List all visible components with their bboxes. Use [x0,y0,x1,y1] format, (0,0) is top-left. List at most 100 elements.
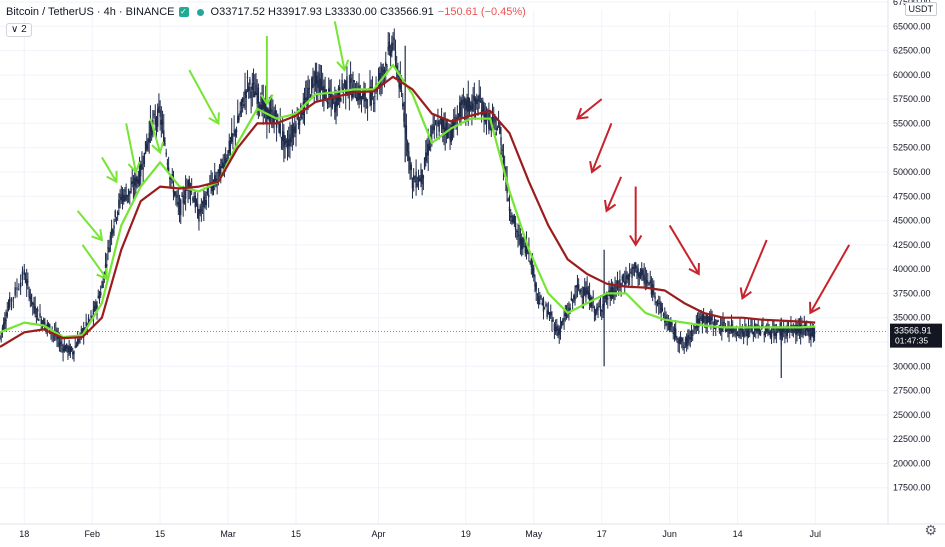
candle-body [281,131,284,141]
red-arrow-shaft [605,176,623,212]
time-tick-label: Mar [220,529,236,539]
candle-body [63,345,65,352]
ema-slow-line [0,75,816,348]
candle-body [260,104,262,112]
candle-body [207,194,210,198]
candle-body [184,187,187,199]
candle-body [659,300,661,303]
candle-body [536,293,539,295]
symbol-title[interactable]: Bitcoin / TetherUS · 4h · BINANCE [6,6,175,18]
candle-body [279,123,281,135]
candle-body [673,327,676,335]
annotation-arrows [76,21,851,315]
candle-body [525,243,528,255]
candle-body [0,332,2,334]
price-axis[interactable]: 67500.0065000.0062500.0060000.0057500.00… [887,0,945,542]
candle-body [512,215,514,223]
candle-body [647,281,649,283]
candle-body [33,303,35,309]
candle-body [66,343,68,349]
price-axis-bg [888,0,945,542]
candle-body [228,140,230,153]
price-change: −150.61 (−0.45%) [437,6,526,18]
candle-body [234,130,237,136]
candle-body [503,166,506,171]
candle-body [81,328,84,334]
candle-body [446,128,449,139]
candle-body [427,143,429,156]
flag-icon[interactable]: ✓ [178,7,189,17]
candle-body [466,101,468,109]
currency-button[interactable]: USDT [904,2,937,16]
indicators-toggle[interactable]: ∨ 2 [6,23,32,37]
time-axis[interactable]: 18 Feb 15 Mar 15 Apr 19 May 17 Jun 14 Jul [0,523,945,539]
candle-body [235,129,238,133]
candle-body [575,285,577,288]
candle-body [97,295,99,299]
gear-icon[interactable]: ⚙ [924,522,937,538]
green-arrow [333,21,350,72]
candle-body [570,298,573,301]
candle-body [377,78,380,83]
candle-body [35,315,38,318]
candle-body [106,264,108,267]
candle-body [284,135,286,145]
candle-body [131,181,133,185]
candle-body [385,62,387,66]
candle-body [98,296,101,301]
red-arrow-head [629,234,643,247]
candle-body [178,205,181,213]
candle-body [619,279,621,288]
candle-body [187,181,189,191]
candle-body [136,177,138,182]
candle-body [312,76,314,79]
candle-body [587,290,590,299]
candle-body [405,125,408,141]
candle-body [614,285,616,293]
candle-body [214,175,216,184]
candle-body [161,122,164,124]
green-arrow-shaft [333,21,346,71]
candle-body [305,97,307,101]
candle-body [137,178,139,184]
red-arrow [629,186,643,247]
candle-body [150,122,153,136]
price-tick-label: 47500.00 [893,191,931,201]
candle-body [534,280,536,287]
candle-body [637,267,639,276]
candle-body [531,265,534,275]
candle-body [355,97,358,102]
time-tick-label: 14 [733,529,743,539]
candle-body [442,119,444,130]
candle-body [132,188,135,190]
symbol-legend[interactable]: Bitcoin / TetherUS · 4h · BINANCE ✓ O337… [6,6,526,18]
candle-body [547,310,550,315]
candle-body [123,195,125,202]
candle-body [295,123,297,133]
candle-body [164,143,166,145]
candle-body [497,122,500,124]
candle-body [334,101,336,113]
candle-body [460,101,462,118]
candle-body [140,164,142,177]
candle-body [173,191,176,196]
candle-body [432,124,434,126]
candle-body [559,327,562,331]
green-arrow-shaft [81,244,108,280]
candle-body [329,96,331,98]
candle-body [763,332,765,336]
candle-body [257,87,260,103]
candle-body [508,206,511,212]
candle-body [158,106,160,110]
time-tick-label: Feb [84,529,100,539]
candle-body [392,43,394,45]
candle-body [598,306,600,308]
candle-body [319,78,321,95]
candle-body [457,113,460,115]
candle-body [121,193,124,197]
candle-body [362,93,364,100]
green-arrow-shaft [149,118,162,153]
candle-body [311,78,313,94]
